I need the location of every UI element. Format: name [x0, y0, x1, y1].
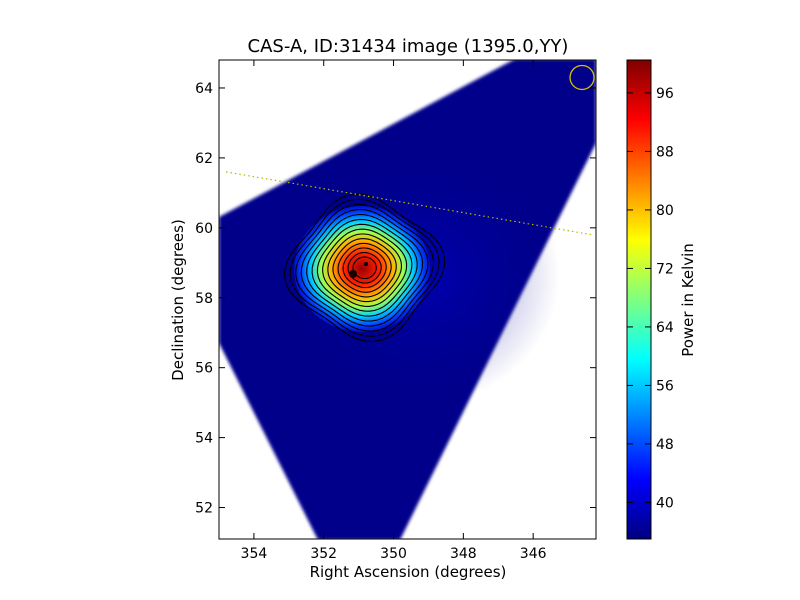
colorbar-tick-label: 64 [656, 320, 674, 336]
contour-line [352, 256, 377, 280]
y-axis-label: Declination (degrees) [169, 219, 187, 381]
y-tick-label: 56 [195, 361, 213, 377]
colorbar-tick-label: 96 [656, 86, 674, 102]
y-axis: 52 54 56 58 60 62 64 [195, 81, 596, 517]
contour-line [322, 228, 408, 307]
contour-line [306, 213, 424, 322]
contour-lines [283, 193, 446, 343]
source-heat [294, 206, 430, 332]
y-tick-label: 54 [195, 431, 213, 447]
y-tick-label: 62 [195, 151, 213, 167]
contour-line [289, 198, 440, 337]
chart-title: CAS-A, ID:31434 image (1395.0,YY) [248, 36, 569, 57]
x-axis-label: Right Ascension (degrees) [310, 563, 507, 581]
colorbar-frame [626, 59, 652, 540]
plot-area: 354 352 350 348 346 52 54 56 58 60 62 64 [195, 59, 597, 562]
x-tick-label: 350 [380, 546, 407, 562]
peak-dot [364, 262, 368, 266]
colorbar: 40 48 56 64 72 80 88 96 Power in Kelvin [626, 59, 697, 540]
contour-line [327, 233, 402, 303]
colorbar-tick-label: 40 [656, 495, 674, 511]
contour-line [332, 238, 397, 298]
colorbar-tick-label: 48 [656, 437, 674, 453]
plot-frame [218, 59, 597, 540]
colorbar-label: Power in Kelvin [679, 243, 697, 357]
contour-line [300, 208, 429, 327]
contour-line [316, 223, 413, 312]
contour-line [295, 203, 435, 332]
peak-marker [349, 270, 357, 278]
contour-line [283, 193, 446, 343]
x-tick-label: 352 [310, 546, 337, 562]
contour-line [342, 247, 387, 289]
colorbar-tick-label: 80 [656, 203, 674, 219]
colorbar-tick-label: 72 [656, 261, 674, 277]
x-axis: 354 352 350 348 346 [241, 60, 547, 562]
x-tick-label: 348 [450, 546, 477, 562]
colorbar-tick-label: 88 [656, 144, 674, 160]
dotted-line [225, 171, 593, 236]
y-tick-label: 58 [195, 291, 213, 307]
y-tick-label: 60 [195, 221, 213, 237]
y-tick-label: 64 [195, 81, 213, 97]
contour-line [337, 242, 392, 293]
colorbar-ticks: 40 48 56 64 72 80 88 96 [627, 86, 674, 511]
x-tick-label: 346 [520, 546, 547, 562]
colorbar-fill [627, 60, 651, 539]
contour-line [347, 251, 382, 284]
contour-line [311, 218, 418, 317]
beam-circle [569, 64, 595, 91]
y-tick-label: 52 [195, 501, 213, 517]
colorbar-tick-label: 56 [656, 378, 674, 394]
x-tick-label: 354 [241, 546, 268, 562]
